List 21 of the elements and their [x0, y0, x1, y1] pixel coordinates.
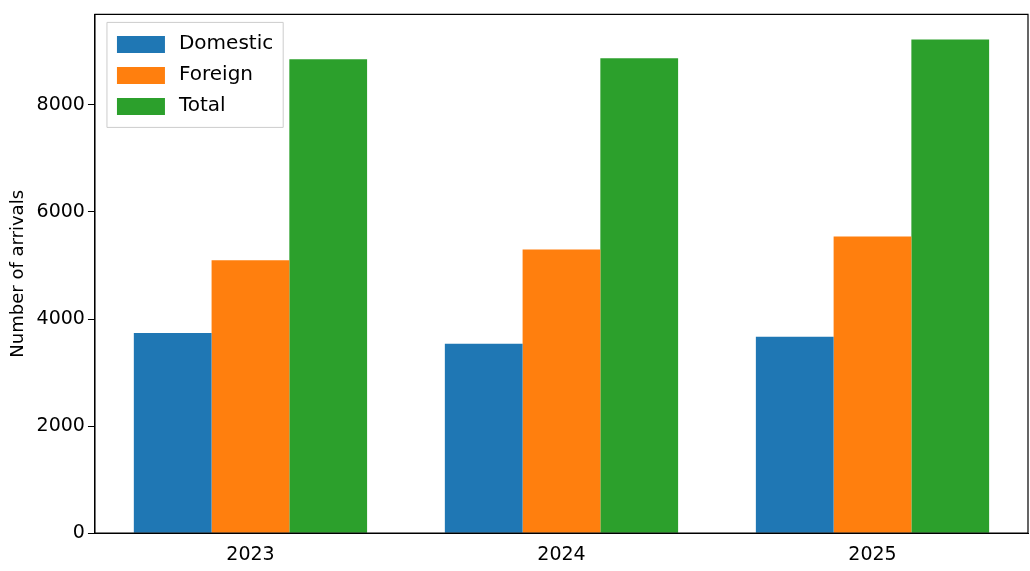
legend-label: Domestic	[178, 30, 274, 55]
bar	[211, 260, 290, 533]
y-tick-label: 4000	[36, 305, 85, 328]
bar	[522, 249, 601, 533]
bar	[289, 59, 368, 533]
y-tick-label: 2000	[36, 413, 85, 436]
bar	[444, 343, 523, 533]
y-tick-label: 6000	[36, 198, 85, 221]
bar	[600, 58, 679, 533]
y-axis-title: Number of arrivals	[6, 189, 28, 358]
bar	[911, 39, 990, 533]
legend-label: Foreign	[178, 61, 253, 86]
x-tick-label: 2023	[226, 541, 275, 564]
bar	[133, 332, 212, 533]
x-tick-label: 2024	[537, 541, 586, 564]
bar	[755, 336, 834, 533]
bar	[833, 236, 912, 533]
y-tick-label: 8000	[36, 91, 85, 114]
x-tick-label: 2025	[848, 541, 897, 564]
y-tick-label: 0	[72, 520, 85, 543]
legend-label: Total	[177, 92, 226, 117]
